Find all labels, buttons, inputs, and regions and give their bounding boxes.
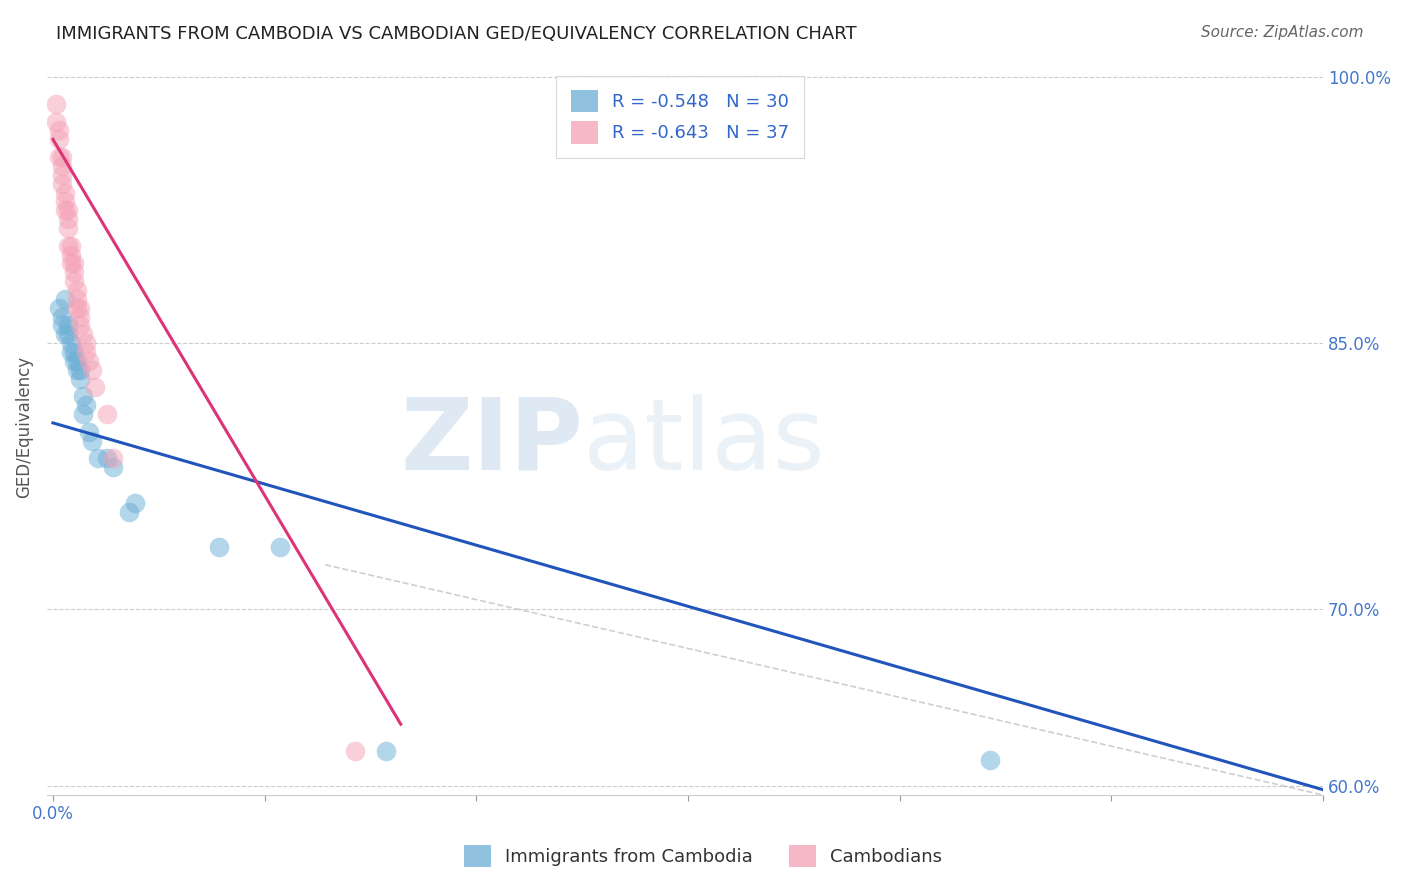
Legend: Immigrants from Cambodia, Cambodians: Immigrants from Cambodia, Cambodians [457,838,949,874]
Point [72,407,94,421]
Point [51,310,73,324]
Point [66,354,89,368]
Point [51,168,73,182]
Point [60,238,83,252]
Point [51,150,73,164]
Point [56,327,79,342]
Point [48,301,70,315]
Y-axis label: GED/Equivalency: GED/Equivalency [15,356,32,499]
Point [53,292,76,306]
Point [208,540,231,554]
Point [84,380,107,394]
Point [75,345,97,359]
Point [124,496,146,510]
Point [48,123,70,137]
Point [66,363,89,377]
Point [82,363,104,377]
Point [48,150,70,164]
Text: Source: ZipAtlas.com: Source: ZipAtlas.com [1201,25,1364,40]
Point [117,504,139,518]
Point [72,389,94,403]
Point [63,256,86,270]
Point [56,203,79,218]
Point [56,238,79,252]
Point [53,186,76,200]
Point [103,460,125,475]
Point [48,132,70,146]
Point [45,96,67,111]
Point [69,363,91,377]
Point [51,177,73,191]
Point [66,301,89,315]
Text: ZIP: ZIP [401,393,583,491]
Point [77,354,100,368]
Text: atlas: atlas [583,393,824,491]
Point [768,823,790,838]
Point [75,398,97,412]
Point [60,336,83,351]
Point [63,274,86,288]
Point [96,407,118,421]
Point [72,327,94,342]
Text: IMMIGRANTS FROM CAMBODIA VS CAMBODIAN GED/EQUIVALENCY CORRELATION CHART: IMMIGRANTS FROM CAMBODIA VS CAMBODIAN GE… [56,25,856,43]
Point [63,354,86,368]
Point [75,336,97,351]
Point [269,540,291,554]
Point [53,194,76,209]
Point [51,318,73,333]
Point [53,327,76,342]
Point [63,345,86,359]
Point [69,310,91,324]
Point [56,221,79,235]
Point [979,753,1001,767]
Point [63,265,86,279]
Point [87,451,110,466]
Point [66,283,89,297]
Point [53,203,76,218]
Point [103,451,125,466]
Point [60,247,83,261]
Point [96,451,118,466]
Point [56,212,79,227]
Point [60,345,83,359]
Point [69,301,91,315]
Point [374,744,396,758]
Point [344,744,367,758]
Point [51,159,73,173]
Point [45,114,67,128]
Point [69,318,91,333]
Point [77,425,100,439]
Point [69,371,91,385]
Point [56,318,79,333]
Point [82,434,104,448]
Point [60,256,83,270]
Point [66,292,89,306]
Legend: R = -0.548   N = 30, R = -0.643   N = 37: R = -0.548 N = 30, R = -0.643 N = 37 [555,76,804,158]
